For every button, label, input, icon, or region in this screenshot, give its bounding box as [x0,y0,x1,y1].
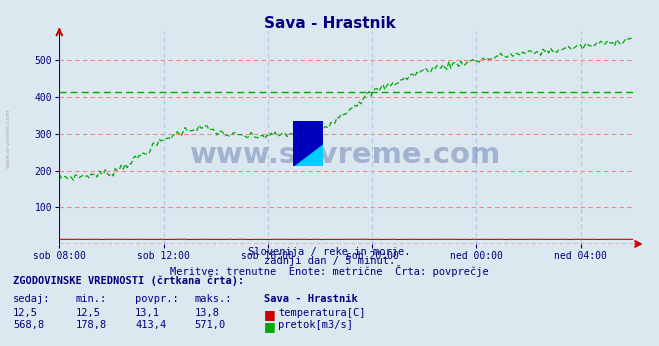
Text: ■: ■ [264,308,275,321]
Text: 12,5: 12,5 [13,308,38,318]
Text: 571,0: 571,0 [194,320,225,330]
Text: temperatura[C]: temperatura[C] [278,308,366,318]
Text: 178,8: 178,8 [76,320,107,330]
Text: 413,4: 413,4 [135,320,166,330]
Text: ZGODOVINSKE VREDNOSTI (črtkana črta):: ZGODOVINSKE VREDNOSTI (črtkana črta): [13,275,244,285]
Text: ■: ■ [264,320,275,333]
Polygon shape [293,121,323,166]
Text: 568,8: 568,8 [13,320,44,330]
Text: Sava - Hrastnik: Sava - Hrastnik [264,294,357,304]
Text: sedaj:: sedaj: [13,294,51,304]
Text: Sava - Hrastnik: Sava - Hrastnik [264,16,395,30]
Polygon shape [293,121,323,166]
Text: www.si-vreme.com: www.si-vreme.com [190,140,501,169]
Text: povpr.:: povpr.: [135,294,179,304]
Text: maks.:: maks.: [194,294,232,304]
Polygon shape [293,144,323,166]
Text: pretok[m3/s]: pretok[m3/s] [278,320,353,330]
Text: min.:: min.: [76,294,107,304]
Text: www.si-vreme.com: www.si-vreme.com [5,109,11,168]
Text: 13,8: 13,8 [194,308,219,318]
Text: 13,1: 13,1 [135,308,160,318]
Text: 12,5: 12,5 [76,308,101,318]
Text: Slovenija / reke in morje.: Slovenija / reke in morje. [248,247,411,257]
Text: zadnji dan / 5 minut.: zadnji dan / 5 minut. [264,256,395,266]
Text: Meritve: trenutne  Enote: metrične  Črta: povprečje: Meritve: trenutne Enote: metrične Črta: … [170,265,489,277]
